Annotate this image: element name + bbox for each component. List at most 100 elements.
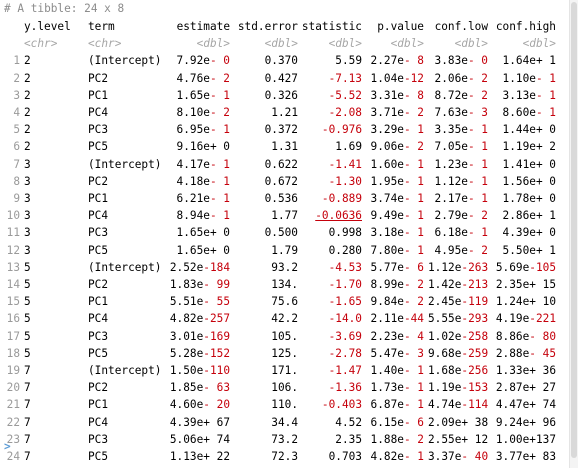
cell-conf-high: 4.19e-221 xyxy=(495,312,556,326)
cell-p-value: 1.60e- 1 xyxy=(370,157,424,171)
cell-p-value: 8.99e- 2 xyxy=(370,278,424,291)
cell-estimate: 1.13e+ 22 xyxy=(169,450,230,463)
cell-conf-low: 3.37e- 40 xyxy=(428,450,489,463)
table-row: 8 3 PC2 4.18e- 1 0.672 -1.30 1.95e- 1 1.12e- 1 1… xyxy=(0,173,570,191)
cell-conf-high: 1.24e+ 10 xyxy=(495,295,556,309)
cell-statistic: -2.78 xyxy=(328,346,362,360)
row-number: 23 xyxy=(6,432,20,446)
column-type: <chr> xyxy=(24,37,58,51)
cell-std-error: 42.2 xyxy=(271,312,298,326)
cell-term: PC5 xyxy=(88,450,109,463)
cell-std-error: 106. xyxy=(271,381,298,395)
cell-p-value: 4.82e- 1 xyxy=(370,450,424,463)
row-number: 13 xyxy=(6,260,20,274)
cell-y-level: 5 xyxy=(24,312,31,326)
table-row: 4 2 PC4 8.10e- 2 1.21 -2.08 3.71e- 2 7.63e- 3 8.… xyxy=(0,104,570,122)
table-row: 20 7 PC2 1.85e- 63 106. -1.36 1.73e- 1 1.19e-15… xyxy=(0,379,570,397)
cell-conf-high: 1.44e+ 0 xyxy=(502,123,556,137)
column-name: term xyxy=(88,20,115,33)
cell-statistic: -0.889 xyxy=(321,192,362,205)
cell-term: PC2 xyxy=(88,278,109,291)
cell-term: (Intercept) xyxy=(88,364,162,377)
cell-statistic: 0.998 xyxy=(328,226,362,240)
cell-conf-low: 3.83e- 0 xyxy=(434,54,488,68)
cell-estimate: 5.51e- 55 xyxy=(169,295,230,309)
row-number: 4 xyxy=(13,106,20,119)
cell-p-value: 5.77e- 6 xyxy=(370,260,424,274)
table-row: 6 2 PC5 9.16e+ 0 1.31 1.69 9.06e- 2 7.05e- 1 1.1… xyxy=(0,138,570,156)
row-number: 24 xyxy=(6,450,20,463)
cell-std-error: 0.672 xyxy=(264,174,298,188)
scrollbar-thumb[interactable] xyxy=(571,2,577,458)
cell-statistic: -5.52 xyxy=(328,88,362,102)
table-row: 16 5 PC4 4.82e-257 42.2 -14.0 2.11e-44 5.55e-29… xyxy=(0,310,570,328)
cell-y-level: 5 xyxy=(24,278,31,291)
cell-p-value: 3.18e- 1 xyxy=(370,226,424,240)
cell-std-error: 73.2 xyxy=(271,432,298,446)
cell-conf-low: 2.45e-119 xyxy=(428,295,489,309)
table-row: 17 5 PC3 3.01e-169 105. -3.69 2.23e- 4 1.02e-25… xyxy=(0,328,570,346)
table-row: 24 7 PC5 1.13e+ 22 72.3 0.703 4.82e- 1 3.37e- 4… xyxy=(0,448,570,466)
cell-conf-high: 5.50e+ 1 xyxy=(502,243,556,257)
cell-y-level: 3 xyxy=(24,243,31,257)
cell-conf-high: 4.39e+ 0 xyxy=(502,226,556,240)
cell-std-error: 134. xyxy=(271,278,298,291)
cell-term: PC4 xyxy=(88,106,109,119)
cell-conf-high: 9.24e+ 96 xyxy=(495,415,556,429)
cell-y-level: 7 xyxy=(24,381,31,395)
row-number: 8 xyxy=(13,174,20,188)
cell-y-level: 2 xyxy=(24,54,31,68)
cell-p-value: 3.31e- 8 xyxy=(370,88,424,102)
cell-p-value: 6.87e- 1 xyxy=(370,398,424,412)
vertical-scrollbar[interactable] xyxy=(569,0,578,468)
cell-conf-low: 1.02e-258 xyxy=(428,329,489,343)
cell-p-value: 3.74e- 1 xyxy=(370,192,424,205)
table-row: 1 2 (Intercept) 7.92e- 0 0.370 5.59 2.27e- 8 3.… xyxy=(0,52,570,70)
cell-conf-high: 1.41e+ 0 xyxy=(502,157,556,171)
cell-term: PC1 xyxy=(88,88,109,102)
console-prompt[interactable]: > xyxy=(4,440,11,453)
cell-conf-high: 1.33e+ 36 xyxy=(495,364,556,377)
cell-p-value: 2.27e- 8 xyxy=(370,54,424,68)
cell-estimate: 5.06e+ 74 xyxy=(169,432,230,446)
cell-conf-low: 1.42e-213 xyxy=(428,278,489,291)
table-row: 22 7 PC4 4.39e+ 67 34.4 4.52 6.15e- 6 2.09e+ 38… xyxy=(0,414,570,432)
row-number: 1 xyxy=(13,54,20,68)
cell-conf-low: 7.05e- 1 xyxy=(434,140,488,154)
row-number: 11 xyxy=(6,226,20,240)
cell-std-error: 125. xyxy=(271,346,298,360)
cell-statistic: -0.0636 xyxy=(315,209,362,223)
row-number: 17 xyxy=(6,329,20,343)
cell-term: PC3 xyxy=(88,123,109,137)
cell-conf-low: 1.19e-153 xyxy=(428,381,489,395)
cell-conf-low: 7.63e- 3 xyxy=(434,106,488,119)
cell-y-level: 3 xyxy=(24,192,31,205)
cell-conf-low: 3.35e- 1 xyxy=(434,123,488,137)
cell-estimate: 1.83e- 99 xyxy=(169,278,230,291)
cell-estimate: 4.18e- 1 xyxy=(176,174,230,188)
cell-std-error: 0.372 xyxy=(264,123,298,137)
cell-conf-low: 8.72e- 2 xyxy=(434,88,488,102)
cell-std-error: 0.370 xyxy=(264,54,298,68)
cell-std-error: 1.21 xyxy=(271,106,298,119)
cell-y-level: 7 xyxy=(24,398,31,412)
row-number: 3 xyxy=(13,88,20,102)
cell-term: PC1 xyxy=(88,398,109,412)
cell-p-value: 3.29e- 1 xyxy=(370,123,424,137)
cell-conf-high: 1.64e+ 1 xyxy=(502,54,556,68)
cell-conf-high: 2.88e- 45 xyxy=(495,346,556,360)
row-number: 2 xyxy=(13,71,20,85)
cell-conf-low: 2.55e+ 12 xyxy=(428,432,489,446)
cell-term: PC1 xyxy=(88,192,109,205)
cell-estimate: 2.52e-184 xyxy=(169,260,230,274)
cell-conf-low: 4.74e-114 xyxy=(428,398,489,412)
cell-term: PC4 xyxy=(88,415,109,429)
cell-conf-high: 2.86e+ 1 xyxy=(502,209,556,223)
cell-term: PC4 xyxy=(88,209,109,223)
cell-estimate: 7.92e- 0 xyxy=(176,54,230,68)
column-type: <dbl> xyxy=(390,37,424,51)
cell-p-value: 1.73e- 1 xyxy=(370,381,424,395)
table-row: 23 7 PC3 5.06e+ 74 73.2 2.35 1.88e- 2 2.55e+ 12… xyxy=(0,431,570,449)
cell-estimate: 4.39e+ 67 xyxy=(169,415,230,429)
